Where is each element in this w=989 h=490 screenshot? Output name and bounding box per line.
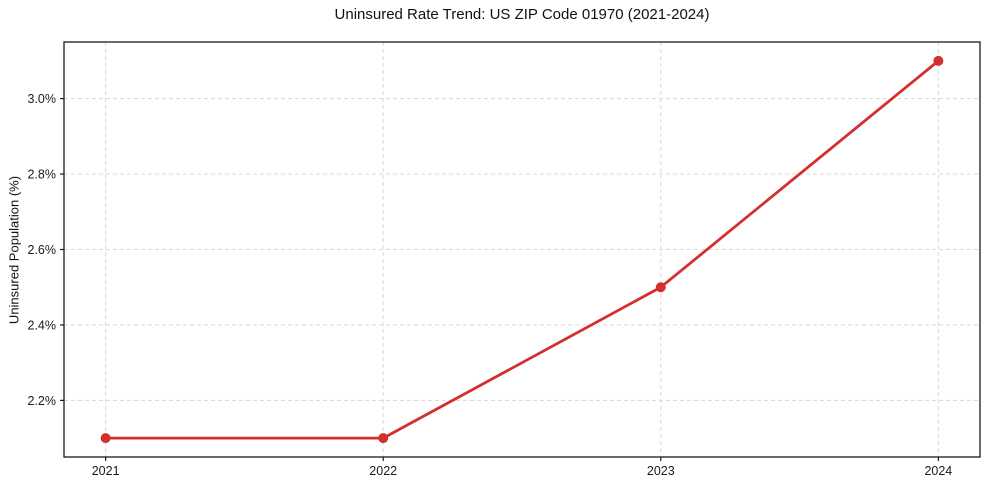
data-point-2024 xyxy=(933,55,944,66)
x-tick-label: 2022 xyxy=(369,464,397,478)
data-point-2023 xyxy=(655,282,666,293)
chart-title: Uninsured Rate Trend: US ZIP Code 01970 … xyxy=(334,6,710,23)
y-tick-label: 2.8% xyxy=(28,168,57,182)
data-point-2021 xyxy=(100,433,111,444)
data-point-2022 xyxy=(378,433,389,444)
x-tick-label: 2024 xyxy=(924,464,952,478)
y-tick-label: 2.4% xyxy=(28,318,57,332)
trend-line xyxy=(104,59,940,440)
y-tick-label: 3.0% xyxy=(28,92,57,106)
y-tick-label: 2.2% xyxy=(28,394,57,408)
y-tick-label: 2.6% xyxy=(28,243,57,257)
x-tick-label: 2021 xyxy=(92,464,120,478)
x-tick-label: 2023 xyxy=(647,464,675,478)
